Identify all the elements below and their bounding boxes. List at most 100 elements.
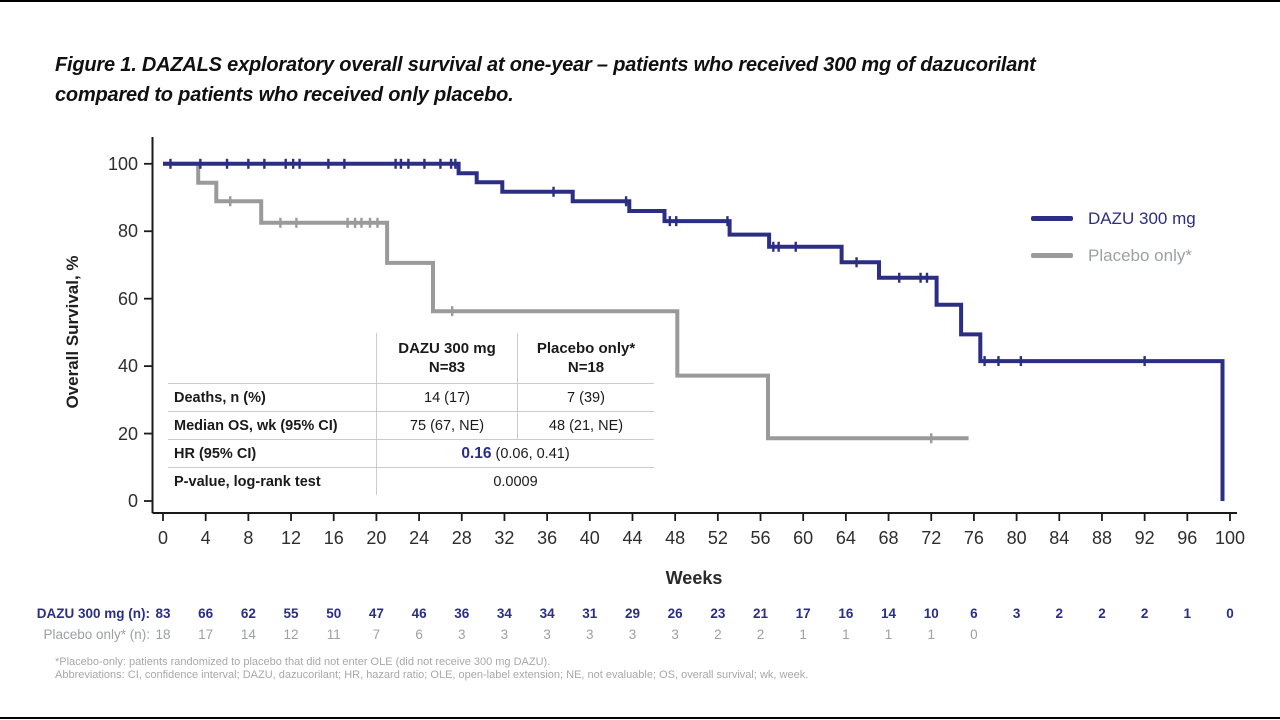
risk-value: 47 [368,606,384,621]
legend-line-dazu [1031,216,1073,221]
x-tick-label: 8 [243,528,254,548]
risk-value: 62 [240,606,256,621]
x-tick-label: 44 [622,528,643,548]
x-tick-label: 80 [1006,528,1027,548]
risk-value: 2 [714,627,722,642]
risk-value: 36 [454,606,470,621]
legend-label-dazu: DAZU 300 mg [1088,209,1196,228]
footnote-placebo-definition: *Placebo-only: patients randomized to pl… [55,656,551,668]
risk-value: 12 [283,627,299,642]
risk-value: 3 [1012,606,1021,621]
risk-value: 50 [326,606,342,621]
x-tick-label: 76 [963,528,984,548]
stats-row-pvalue-label: P-value, log-rank test [168,467,377,495]
hr-value-ci: (0.06, 0.41) [491,445,570,462]
x-tick-label: 88 [1091,528,1112,548]
y-tick-label: 40 [117,356,138,377]
x-tick-label: 96 [1177,528,1198,548]
risk-value: 1 [799,627,807,642]
stats-header-empty [168,333,377,384]
stats-header-placebo-name: Placebo only* [536,340,636,357]
legend-label-placebo: Placebo only* [1088,246,1192,265]
risk-value: 31 [582,606,598,621]
y-axis-title: Overall Survival, % [63,255,82,409]
risk-value: 7 [372,627,381,642]
x-tick-label: 100 [1214,528,1246,548]
x-tick-label: 36 [537,528,558,548]
risk-value: 16 [838,606,854,621]
risk-value: 21 [753,606,769,621]
stats-header-dazu: DAZU 300 mg N=83 [376,333,518,384]
x-tick-label: 0 [157,528,168,548]
y-tick-label: 60 [117,288,138,309]
risk-value: 2 [1098,606,1106,621]
x-tick-label: 92 [1134,528,1155,548]
x-tick-label: 72 [921,528,942,548]
risk-value: 66 [198,606,214,621]
stats-row-median-label: Median OS, wk (95% CI) [168,411,377,440]
risk-value: 0 [1226,606,1234,621]
stats-row-deaths: Deaths, n (%) 14 (17) 7 (39) [168,383,654,412]
hr-value-highlight: 0.16 [461,444,492,462]
stats-row-pvalue-value: 0.0009 [376,467,654,495]
risk-value: 34 [539,606,555,621]
x-tick-label: 24 [409,528,430,548]
risk-value: 0 [970,627,978,642]
risk-value: 3 [628,627,637,642]
risk-value: 1 [927,627,935,642]
risk-value: 83 [155,606,171,621]
stats-row-median-dazu: 75 (67, NE) [376,411,518,440]
x-tick-label: 32 [494,528,515,548]
survival-curve-placebo-only- [163,161,969,441]
risk-value: 6 [415,627,423,642]
x-tick-label: 20 [366,528,387,548]
y-tick-label: 80 [117,221,138,242]
x-tick-label: 16 [323,528,344,548]
stats-row-deaths-dazu: 14 (17) [376,383,518,412]
risk-value: 3 [671,627,679,642]
risk-value: 23 [710,606,726,621]
risk-value: 10 [923,606,939,621]
stats-table-header-row: DAZU 300 mg N=83 Placebo only* N=18 [168,333,654,384]
figure-title-line1: Figure 1. DAZALS exploratory overall sur… [55,54,1036,76]
y-tick-label: 100 [107,153,138,174]
risk-value: 29 [624,606,640,621]
x-tick-label: 52 [707,528,728,548]
stats-header-dazu-name: DAZU 300 mg [398,340,496,357]
x-tick-label: 48 [665,528,686,548]
risk-value: 17 [795,606,811,621]
risk-value: 3 [543,627,551,642]
risk-value: 1 [842,627,850,642]
stats-row-hr: HR (95% CI) 0.16 (0.06, 0.41) [168,439,654,468]
risk-value: 18 [155,627,171,642]
figure-title: Figure 1. DAZALS exploratory overall sur… [55,50,1200,110]
x-axis-title: Weeks [665,568,723,588]
risk-row-label-placebo: Placebo only* (n): [43,627,150,642]
stats-row-deaths-placebo: 7 (39) [517,383,654,412]
risk-value: 3 [586,627,594,642]
risk-value: 3 [457,627,466,642]
x-tick-label: 56 [750,528,771,548]
stats-row-pvalue: P-value, log-rank test 0.0009 [168,467,654,495]
stats-row-median-placebo: 48 (21, NE) [517,411,654,440]
risk-value: 2 [1055,606,1064,621]
stats-header-placebo: Placebo only* N=18 [517,333,654,384]
survival-curve-dazu-300-mg [163,161,1225,501]
x-tick-label: 68 [878,528,899,548]
risk-value: 11 [326,627,341,642]
x-tick-label: 40 [579,528,600,548]
risk-value: 14 [240,627,256,642]
x-tick-label: 4 [200,528,211,548]
risk-value: 3 [500,627,509,642]
risk-value: 17 [198,627,214,642]
risk-value: 6 [970,606,978,621]
x-tick-label: 12 [281,528,302,548]
figure-title-line2: compared to patients who received only p… [55,84,514,106]
stats-table: DAZU 300 mg N=83 Placebo only* N=18 Deat… [168,333,654,495]
stats-row-deaths-label: Deaths, n (%) [168,383,377,412]
risk-value: 34 [496,606,512,621]
y-tick-label: 20 [117,423,138,444]
